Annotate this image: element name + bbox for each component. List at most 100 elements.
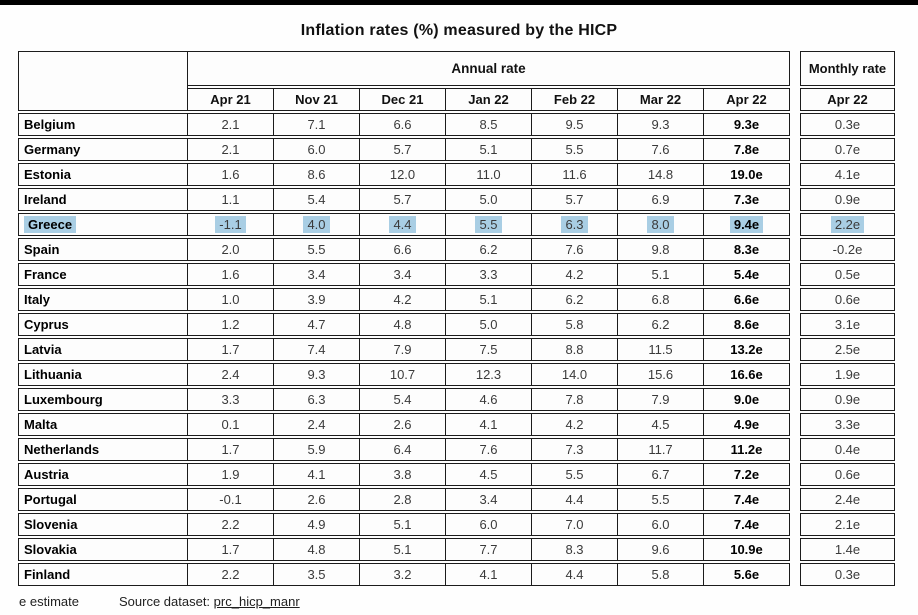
country-cell: Slovenia	[18, 513, 188, 536]
table-row: Finland 2.2 3.5 3.2 4.1 4.4 5.8 5.6e	[18, 563, 790, 586]
annual-value-cell: 1.7	[188, 438, 274, 461]
annual-value-cell: 1.7	[188, 338, 274, 361]
monthly-value: 4.1e	[834, 167, 861, 182]
monthly-value: 0.4e	[834, 442, 861, 457]
country-label: Italy	[24, 292, 51, 307]
annual-value-cell: 1.2	[188, 313, 274, 336]
annual-value: 3.3	[479, 267, 498, 282]
annual-value-cell: 4.2	[532, 413, 618, 436]
annual-value-cell: 2.1	[188, 113, 274, 136]
annual-value-cell: 5.4e	[704, 263, 790, 286]
annual-value-cell: 9.0e	[704, 388, 790, 411]
annual-value: 1.9	[221, 467, 240, 482]
annual-value-cell: 2.4	[188, 363, 274, 386]
annual-value-cell: 5.1	[618, 263, 704, 286]
annual-value: 1.6	[221, 167, 240, 182]
annual-value: 5.0	[479, 317, 498, 332]
monthly-column-header-apr22: Apr 22	[800, 88, 895, 111]
column-header-apr22: Apr 22	[704, 88, 790, 111]
annual-value-cell: 7.8	[532, 388, 618, 411]
country-cell: France	[18, 263, 188, 286]
country-label: Netherlands	[24, 442, 100, 457]
annual-value-cell: 6.0	[618, 513, 704, 536]
annual-value-cell: 7.6	[532, 238, 618, 261]
monthly-table-row: 0.3e	[800, 113, 895, 136]
annual-value-cell: 4.0	[274, 213, 360, 236]
annual-value-cell: 8.0	[618, 213, 704, 236]
annual-value-cell: 8.6	[274, 163, 360, 186]
annual-value-cell: 9.5	[532, 113, 618, 136]
annual-value-cell: 4.8	[274, 538, 360, 561]
annual-value-cell: 7.6	[446, 438, 532, 461]
annual-value-cell: 5.9	[274, 438, 360, 461]
annual-value: 4.7	[307, 317, 326, 332]
monthly-table-row: 0.6e	[800, 288, 895, 311]
annual-value-cell: 3.3	[446, 263, 532, 286]
monthly-value-cell: 2.2e	[800, 213, 895, 236]
monthly-value-cell: 1.9e	[800, 363, 895, 386]
monthly-table-row: 2.1e	[800, 513, 895, 536]
annual-value: -0.1	[219, 492, 242, 507]
annual-value-cell: 4.1	[446, 563, 532, 586]
annual-value: 6.4	[393, 442, 412, 457]
annual-value: 11.5	[648, 342, 673, 357]
annual-value-cell: 7.4e	[704, 488, 790, 511]
monthly-value-cell: 0.5e	[800, 263, 895, 286]
monthly-value-cell: 2.5e	[800, 338, 895, 361]
table-row: France 1.6 3.4 3.4 3.3 4.2 5.1 5.4e	[18, 263, 790, 286]
monthly-value: 0.5e	[834, 267, 861, 282]
monthly-table-row: 0.9e	[800, 388, 895, 411]
monthly-rate-table: Monthly rate Apr 22 0.3e 0.7e 4.1e 0.9e 2.2e…	[800, 49, 895, 588]
country-label: Germany	[24, 142, 81, 157]
annual-value-cell: 9.4e	[704, 213, 790, 236]
monthly-table-row: 0.5e	[800, 263, 895, 286]
monthly-value: 0.9e	[834, 192, 861, 207]
annual-value: 4.2	[393, 292, 412, 307]
annual-value: 8.0	[647, 216, 674, 233]
annual-value: 6.0	[307, 142, 326, 157]
column-header-dec21: Dec 21	[360, 88, 446, 111]
annual-value: 4.6	[479, 392, 498, 407]
annual-value: 11.2e	[730, 442, 763, 457]
annual-value: 1.1	[221, 192, 240, 207]
annual-value: 2.1	[221, 142, 240, 157]
monthly-value: 3.1e	[834, 317, 861, 332]
annual-value: 6.6	[393, 117, 412, 132]
annual-value: 3.9	[307, 292, 326, 307]
monthly-value-cell: 0.6e	[800, 463, 895, 486]
annual-value: 7.6	[565, 242, 584, 257]
annual-value-cell: 5.1	[446, 288, 532, 311]
annual-value-cell: 9.8	[618, 238, 704, 261]
annual-value-cell: 16.6e	[704, 363, 790, 386]
table-row: Luxembourg 3.3 6.3 5.4 4.6 7.8 7.9 9.0e	[18, 388, 790, 411]
tables-container: Annual rate Apr 21 Nov 21 Dec 21 Jan 22 …	[18, 49, 918, 588]
monthly-value-cell: 0.9e	[800, 188, 895, 211]
annual-value: 5.7	[393, 192, 412, 207]
source-dataset-link[interactable]: prc_hicp_manr	[213, 594, 300, 609]
monthly-table-row: 0.9e	[800, 188, 895, 211]
annual-value-cell: 9.6	[618, 538, 704, 561]
annual-value-cell: 5.0	[446, 188, 532, 211]
annual-value-cell: 4.4	[532, 563, 618, 586]
annual-value-cell: 6.2	[446, 238, 532, 261]
table-row: Austria 1.9 4.1 3.8 4.5 5.5 6.7 7.2e	[18, 463, 790, 486]
annual-value-cell: 2.8	[360, 488, 446, 511]
annual-value-cell: 4.9	[274, 513, 360, 536]
annual-value-cell: 7.2e	[704, 463, 790, 486]
annual-value: 5.4	[307, 192, 326, 207]
annual-value-cell: 7.1	[274, 113, 360, 136]
column-header-jan22: Jan 22	[446, 88, 532, 111]
annual-value-cell: 2.4	[274, 413, 360, 436]
page-title: Inflation rates (%) measured by the HICP	[300, 22, 618, 39]
annual-value-cell: 4.9e	[704, 413, 790, 436]
monthly-value-cell: 0.4e	[800, 438, 895, 461]
annual-value-cell: 6.6	[360, 113, 446, 136]
annual-value: 4.5	[479, 467, 498, 482]
annual-value-cell: 6.6e	[704, 288, 790, 311]
annual-value: 5.5	[475, 216, 502, 233]
annual-value-cell: 5.7	[360, 188, 446, 211]
annual-value: 1.6	[221, 267, 240, 282]
annual-value: 2.2	[221, 567, 240, 582]
annual-value: 7.8e	[733, 142, 760, 157]
